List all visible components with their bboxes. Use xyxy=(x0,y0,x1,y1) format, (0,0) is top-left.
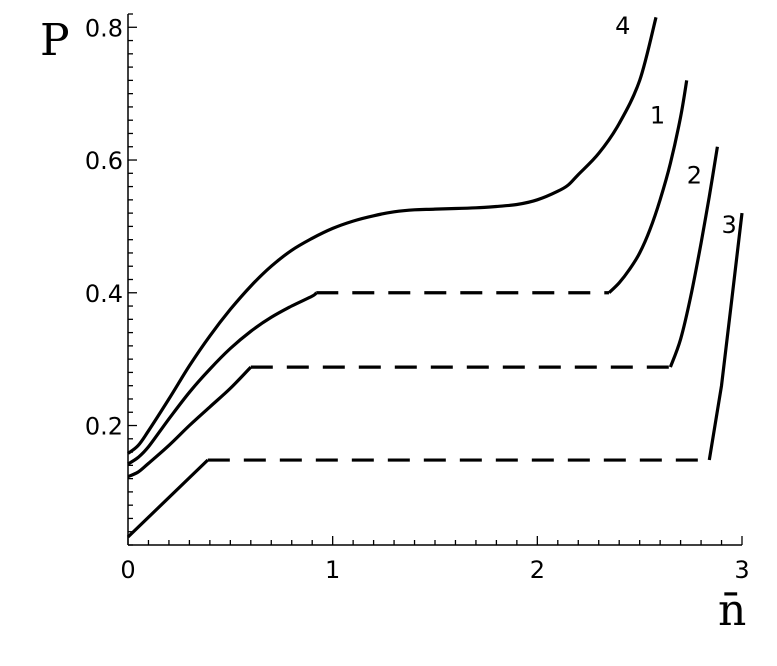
y-tick-label: 0.8 xyxy=(85,14,123,42)
axes xyxy=(127,14,742,546)
series-2-line-2 xyxy=(668,146,719,368)
y-axis-title: P xyxy=(40,15,70,66)
y-tick-label: 0.2 xyxy=(85,413,123,441)
y-tick-label: 0.6 xyxy=(85,147,123,175)
series-1-line-1 xyxy=(127,291,318,466)
series-3-line-2 xyxy=(707,212,744,461)
series-2-line-1 xyxy=(127,366,252,479)
ticks xyxy=(127,13,743,546)
series-layer xyxy=(126,16,744,539)
curve-label-3: 3 xyxy=(722,211,737,239)
x-tick-label: 2 xyxy=(530,556,545,584)
series-4-line-1 xyxy=(127,16,658,455)
x-tick-label: 1 xyxy=(325,556,340,584)
x-tick-label: 0 xyxy=(120,556,135,584)
x-axis-title: n̄ xyxy=(718,585,746,636)
series-3-line-1 xyxy=(126,458,209,539)
series-1-line-2 xyxy=(607,80,689,294)
x-tick-label: 3 xyxy=(734,556,749,584)
curve-label-1: 1 xyxy=(650,102,665,130)
curve-label-4: 4 xyxy=(615,12,630,40)
y-tick-label: 0.4 xyxy=(85,280,123,308)
curve-label-2: 2 xyxy=(687,161,702,189)
